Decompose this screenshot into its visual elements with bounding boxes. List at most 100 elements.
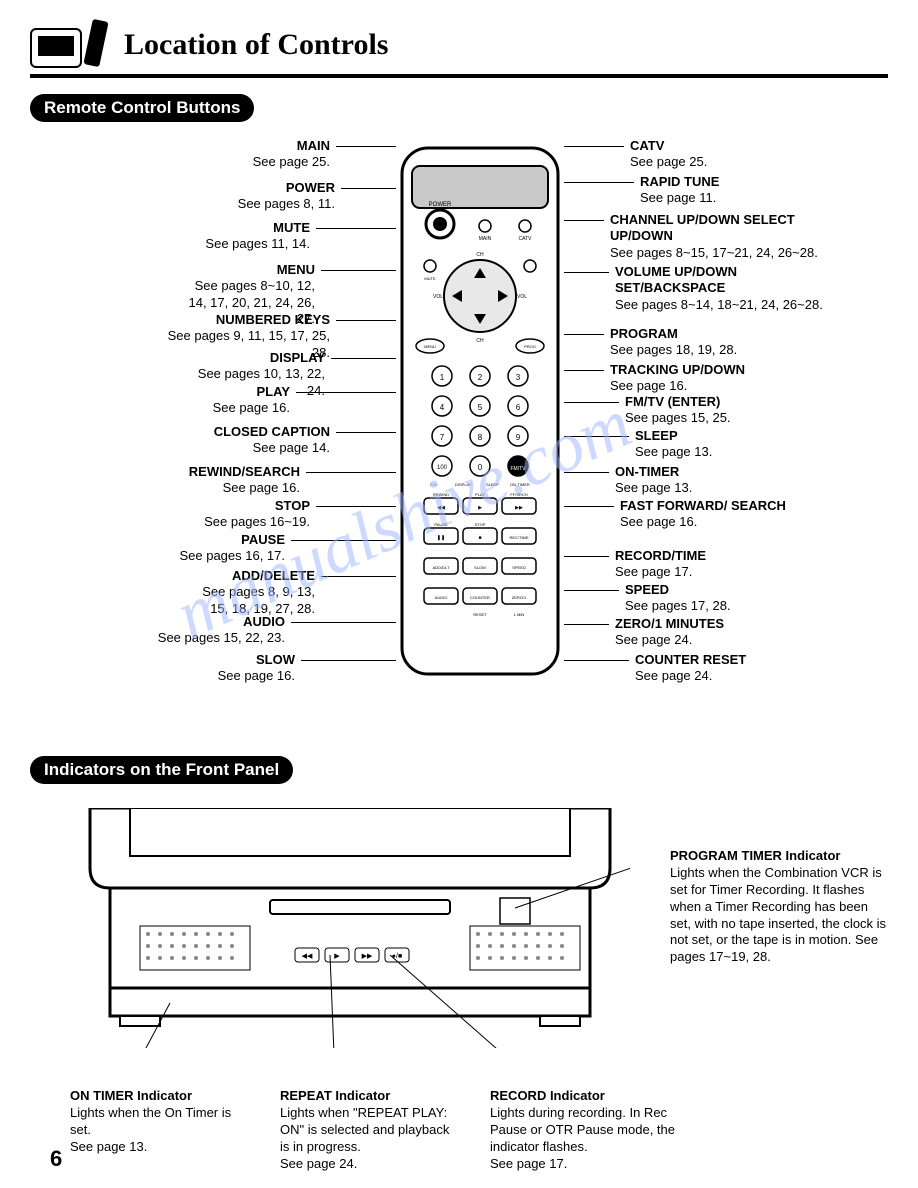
svg-text:FF/SRCH: FF/SRCH — [510, 492, 527, 497]
page-header: Location of Controls — [30, 20, 888, 78]
callout-ref: See pages 15, 25. — [625, 410, 731, 425]
section-remote-title: Remote Control Buttons — [30, 94, 254, 122]
svg-text:0: 0 — [478, 463, 483, 472]
callout-ref: See pages 8, 11. — [238, 196, 335, 211]
callout-ref: See page 17. — [615, 564, 692, 579]
svg-text:■: ■ — [478, 535, 481, 541]
remote-callout-right: SLEEPSee page 13. — [635, 428, 815, 461]
front-panel-diagram-area: ◀◀ ▶ ▶▶ ●/■ PROGRAM TIMER IndicatorLight… — [30, 808, 888, 1188]
callout-label: COUNTER RESET — [635, 652, 835, 668]
remote-callout-right: FM/TV (ENTER)See pages 15, 25. — [625, 394, 825, 427]
remote-callout-left: MAINSee page 25. — [160, 138, 330, 171]
callout-label: SPEED — [625, 582, 805, 598]
svg-text:RESET: RESET — [473, 612, 487, 617]
remote-callout-left: SLOWSee page 16. — [165, 652, 295, 685]
panel-callout-ref: Lights during recording. In Rec Pause or… — [490, 1105, 675, 1171]
svg-text:7: 7 — [440, 433, 445, 442]
svg-text:AUDIO: AUDIO — [435, 595, 448, 600]
svg-text:VOL: VOL — [433, 294, 443, 300]
svg-text:MUTE: MUTE — [424, 276, 436, 281]
panel-callout: REPEAT IndicatorLights when "REPEAT PLAY… — [280, 1088, 460, 1172]
svg-text:FM/TV: FM/TV — [511, 466, 527, 472]
remote-callout-left: AUDIOSee pages 15, 22, 23. — [115, 614, 285, 647]
panel-callout-label: PROGRAM TIMER Indicator — [670, 848, 890, 865]
callout-ref: See pages 11, 14. — [205, 236, 310, 251]
svg-text:1 MIN: 1 MIN — [514, 612, 525, 617]
remote-callout-left: PAUSESee pages 16, 17. — [115, 532, 285, 565]
callout-ref: See pages 8~14, 18~21, 24, 26~28. — [615, 297, 823, 312]
callout-label: RAPID TUNE — [640, 174, 840, 190]
remote-callout-right: RECORD/TIMESee page 17. — [615, 548, 775, 581]
remote-callout-left: STOPSee pages 16~19. — [180, 498, 310, 531]
panel-callout-label: REPEAT Indicator — [280, 1088, 460, 1105]
svg-text:CH: CH — [476, 338, 484, 344]
callout-label: DISPLAY — [195, 350, 325, 366]
svg-text:●/■: ●/■ — [392, 953, 402, 960]
callout-label: AUDIO — [115, 614, 285, 630]
callout-label: SLEEP — [635, 428, 815, 444]
panel-callout-ref: Lights when the On Timer is set. See pag… — [70, 1105, 231, 1154]
callout-ref: See page 16. — [223, 480, 300, 495]
svg-text:MENU: MENU — [424, 344, 436, 349]
callout-label: CLOSED CAPTION — [200, 424, 330, 440]
callout-ref: See page 16. — [218, 668, 295, 683]
callout-ref: See pages 16~19. — [204, 514, 310, 529]
svg-text:100: 100 — [437, 465, 448, 471]
page-title: Location of Controls — [124, 28, 388, 62]
callout-label: CATV — [630, 138, 800, 154]
callout-ref: See page 14. — [253, 440, 330, 455]
svg-text:❚❚: ❚❚ — [437, 535, 445, 541]
remote-illustration: POWER MAIN CATV CH CH VOL VOL MUTE MENU … — [400, 146, 560, 676]
svg-text:ADD/DLT: ADD/DLT — [433, 565, 450, 570]
callout-ref: See page 13. — [635, 444, 712, 459]
svg-text:MAIN: MAIN — [479, 236, 492, 242]
callout-label: PAUSE — [115, 532, 285, 548]
svg-text:DISPLAY: DISPLAY — [455, 482, 472, 487]
svg-text:▶: ▶ — [334, 953, 340, 960]
svg-text:1: 1 — [440, 373, 445, 382]
panel-callout: ON TIMER IndicatorLights when the On Tim… — [70, 1088, 250, 1156]
svg-text:REC/TIME: REC/TIME — [509, 535, 528, 540]
remote-callout-right: CHANNEL UP/DOWN SELECT UP/DOWNSee pages … — [610, 212, 850, 261]
panel-callout-ref: Lights when the Combination VCR is set f… — [670, 865, 886, 964]
svg-text:▶: ▶ — [478, 505, 482, 511]
remote-callout-left: CLOSED CAPTIONSee page 14. — [200, 424, 330, 457]
remote-callout-left: POWERSee pages 8, 11. — [205, 180, 335, 213]
callout-ref: See page 16. — [610, 378, 687, 393]
callout-label: MUTE — [140, 220, 310, 236]
svg-text:PAUSE: PAUSE — [434, 522, 448, 527]
panel-callout: RECORD IndicatorLights during recording.… — [490, 1088, 680, 1172]
svg-text:CATV: CATV — [519, 236, 533, 242]
svg-text:C.C.: C.C. — [430, 482, 438, 487]
svg-text:SLEEP: SLEEP — [486, 482, 499, 487]
callout-label: ADD/DELETE — [185, 568, 315, 584]
callout-label: FAST FORWARD/ SEARCH — [620, 498, 820, 514]
callout-label: SLOW — [165, 652, 295, 668]
svg-text:2: 2 — [478, 373, 483, 382]
svg-text:PROG: PROG — [524, 344, 536, 349]
callout-label: NUMBERED KEYS — [160, 312, 330, 328]
svg-text:CH: CH — [476, 252, 484, 258]
callout-ref: See pages 15, 22, 23. — [158, 630, 285, 645]
callout-label: MAIN — [160, 138, 330, 154]
remote-callout-right: ZERO/1 MINUTESSee page 24. — [615, 616, 775, 649]
svg-text:SLOW: SLOW — [474, 565, 486, 570]
callout-ref: See page 25. — [630, 154, 707, 169]
svg-text:POWER: POWER — [429, 202, 452, 208]
svg-text:COUNTER: COUNTER — [470, 595, 490, 600]
remote-callout-right: COUNTER RESETSee page 24. — [635, 652, 835, 685]
front-panel-illustration: ◀◀ ▶ ▶▶ ●/■ — [70, 808, 630, 1048]
remote-callout-right: RAPID TUNESee page 11. — [640, 174, 840, 207]
svg-text:◀◀: ◀◀ — [302, 953, 313, 960]
svg-text:ZERO/1: ZERO/1 — [512, 595, 527, 600]
svg-text:▶▶: ▶▶ — [515, 505, 523, 511]
callout-ref: See page 24. — [615, 632, 692, 647]
svg-text:REWIND: REWIND — [433, 492, 449, 497]
callout-label: STOP — [180, 498, 310, 514]
callout-label: PLAY — [120, 384, 290, 400]
remote-callout-right: TRACKING UP/DOWNSee page 16. — [610, 362, 810, 395]
svg-text:◀◀: ◀◀ — [437, 505, 445, 511]
callout-label: RECORD/TIME — [615, 548, 775, 564]
svg-text:ON-TIMER: ON-TIMER — [510, 482, 530, 487]
svg-text:SPEED: SPEED — [512, 565, 526, 570]
